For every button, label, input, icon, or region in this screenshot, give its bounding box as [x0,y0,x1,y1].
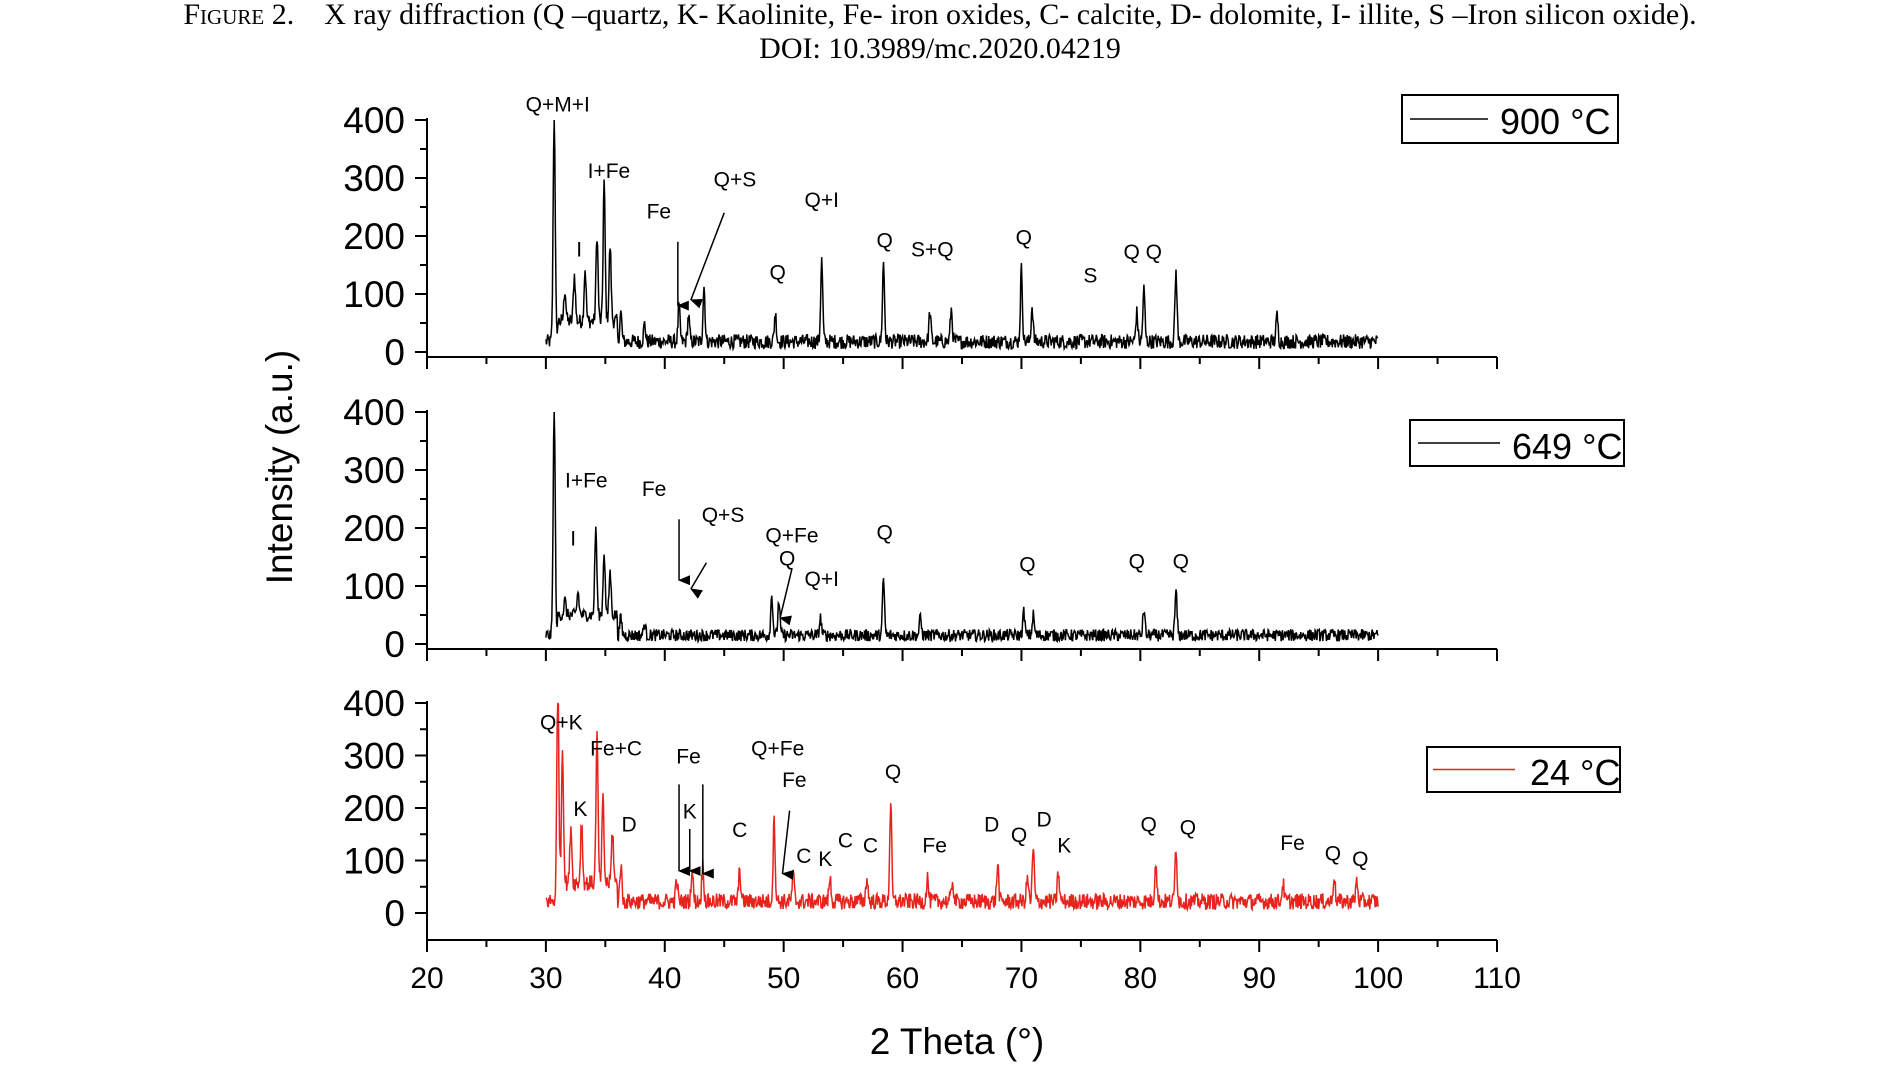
figure-caption: Figure 2. X ray diffraction (Q –quartz, … [0,0,1880,32]
y-tick-label: 300 [343,450,405,491]
y-tick-label: 400 [343,392,405,433]
y-tick-label: 400 [343,683,405,724]
x-tick-label: 110 [1473,962,1521,995]
y-tick-label: 300 [343,158,405,199]
peak-annotation: D [622,814,637,837]
peak-annotation: C [796,845,811,868]
x-tick-label: 50 [767,962,800,995]
peak-annotation: I [570,527,576,550]
caption-text: X ray diffraction (Q –quartz, K- Kaolini… [324,0,1697,31]
peak-annotation: I+Fe [588,160,631,183]
peak-annotation: K [818,848,832,871]
peak-annotation: K [1057,835,1071,858]
peak-annotation: Q [770,262,786,285]
peak-annotation: D [984,814,999,837]
annotation-arrow [689,212,725,309]
peak-annotation: Q Q [1123,241,1162,264]
series-line [545,411,1379,645]
annotation-arrow [779,568,793,626]
y-tick-label: 0 [384,624,405,665]
y-tick-label: 300 [343,736,405,777]
y-axis-title: Intensity (a.u.) [259,350,300,584]
peak-annotation: Q [1019,554,1035,577]
peak-annotation: Q [1325,843,1341,866]
peak-annotation: Q+S [714,169,757,192]
caption-doi: DOI: 10.3989/mc.2020.04219 [759,32,1121,65]
y-tick-label: 100 [343,566,405,607]
peak-annotation: Q+M+I [526,93,590,116]
peak-annotation: Q [877,522,893,545]
peak-annotation: C [732,819,747,842]
annotation-arrow [781,810,794,880]
peak-annotation: Q+I [804,189,838,212]
peak-annotation: Fe [642,478,667,501]
y-tick-label: 200 [343,788,405,829]
peak-annotation: D [1036,808,1051,831]
annotation-arrow [690,562,708,599]
y-tick-label: 100 [343,274,405,315]
y-tick-label: 0 [384,893,405,934]
y-tick-label: 0 [384,332,405,373]
peak-annotation: Q [877,230,893,253]
x-axis-title: 2 Theta (°) [870,1021,1045,1062]
x-tick-label: 40 [648,962,681,995]
y-tick-label: 400 [343,100,405,141]
peak-annotation: S+Q [911,238,954,261]
x-tick-label: 60 [886,962,919,995]
peak-annotation: Fe [676,745,701,768]
peak-annotation: Fe [922,835,947,858]
panel-1: 0 100 200 300 400 Q+M+I I+Fe I Fe Q+S Q+I Q Q S+Q Q S Q … [343,93,1619,373]
peak-annotation: Q [1173,551,1189,574]
peak-annotation: Q [1180,816,1196,839]
peak-annotation: Q+I [804,568,838,591]
peak-annotation: C [838,829,853,852]
peak-annotation: Q+S [702,504,745,527]
peak-annotation: Q [885,761,901,784]
peak-annotation: Q+Fe [765,525,818,548]
peak-annotation: Q [1352,848,1368,871]
peak-annotation: Q [1140,814,1156,837]
panel-3: 0 100 200 300 400 20 30 40 50 60 70 80 90 100 110 Q+K Fe… [343,683,1621,995]
x-tick-label: 20 [410,962,443,995]
peak-annotation: Q [779,548,795,571]
peak-annotation: Fe [1280,832,1305,855]
series-line [545,119,1379,352]
peak-annotation: Q+K [540,711,583,734]
y-tick-label: 100 [343,841,405,882]
x-tick-label: 80 [1124,962,1157,995]
legend-label: 649 °C [1512,426,1622,467]
peak-annotation: C [863,835,878,858]
peak-annotation: Q [1016,227,1032,250]
peak-annotation: I+Fe [565,469,608,492]
peak-annotation: I [576,238,582,261]
legend-label: 24 °C [1530,752,1620,793]
x-tick-label: 70 [1005,962,1038,995]
y-tick-label: 200 [343,508,405,549]
legend-label: 900 °C [1500,101,1610,142]
x-tick-label: 100 [1353,962,1403,995]
peak-annotation: S [1083,264,1097,287]
peak-annotation: Fe [782,769,807,792]
series-line [545,702,1379,913]
y-tick-label: 200 [343,216,405,257]
peak-annotation: Fe+C [590,738,642,761]
peak-annotation: Q+Fe [751,738,804,761]
x-tick-label: 90 [1243,962,1276,995]
peak-annotation: Q [1011,824,1027,847]
peak-annotation: Q [1129,551,1145,574]
x-tick-label: 30 [529,962,562,995]
peak-annotation: Fe [647,201,672,224]
peak-annotation: K [573,798,587,821]
figure-label: Figure 2. [183,0,295,31]
peak-annotation: K [683,801,697,824]
